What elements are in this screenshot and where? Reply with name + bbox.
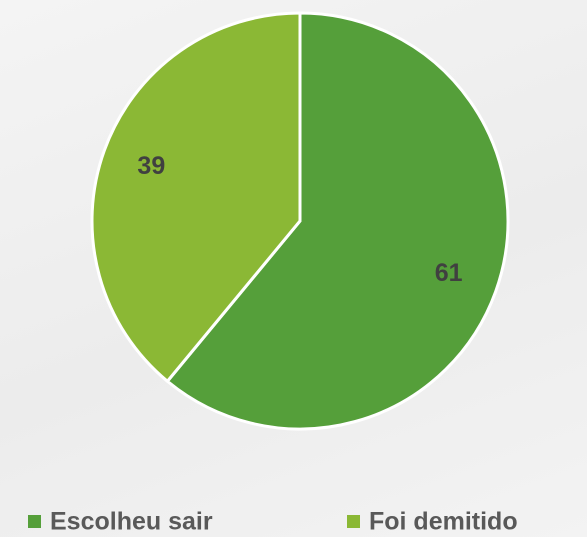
legend-swatch [28, 515, 41, 528]
data-label: 39 [137, 152, 165, 180]
legend-swatch [347, 515, 360, 528]
pie-slice [165, 11, 510, 431]
legend-label: Foi demitido [369, 508, 518, 536]
pie-slice [90, 11, 302, 384]
legend-label: Escolheu sair [50, 508, 213, 536]
data-label: 61 [435, 259, 463, 287]
